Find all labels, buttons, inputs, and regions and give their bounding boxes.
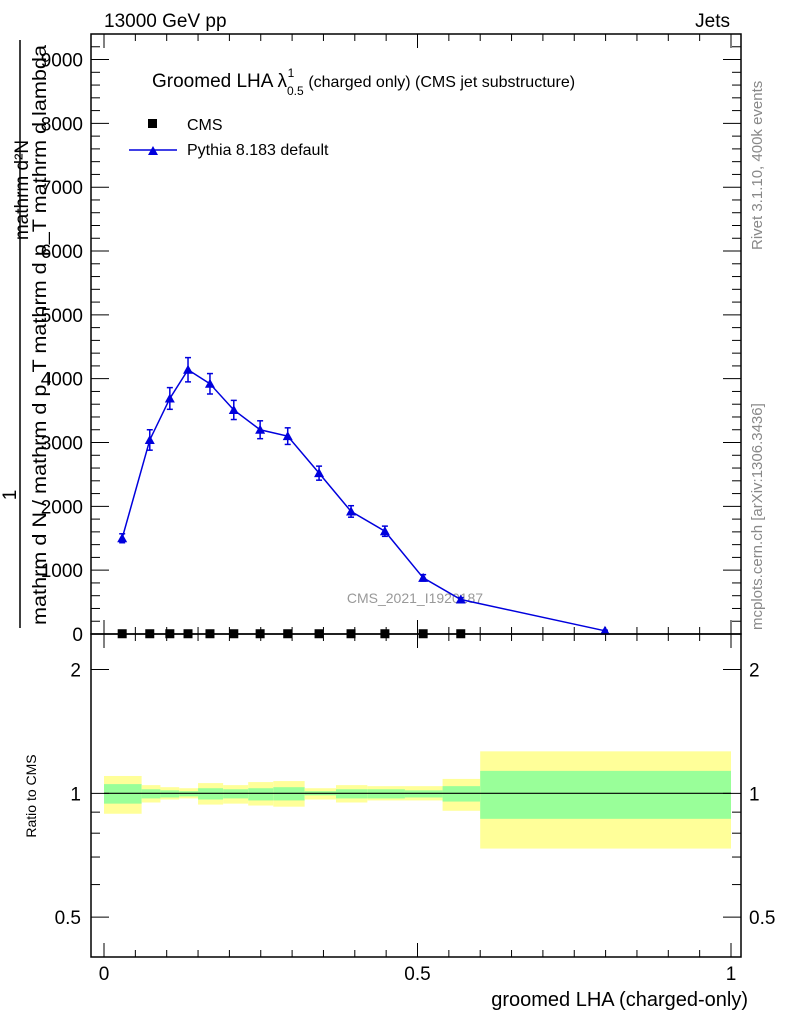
header-left: 13000 GeV pp: [104, 11, 227, 32]
pythia-data-point: [255, 424, 266, 434]
header-right: Jets: [695, 11, 730, 32]
ratio-y-tick-label: 1: [70, 784, 81, 805]
ratio-y-label: Ratio to CMS: [23, 754, 39, 837]
pythia-data-point: [144, 434, 155, 444]
x-tick-label: 0: [99, 964, 110, 985]
ratio-y-tick-label-right: 2: [749, 661, 760, 682]
pythia-data-point: [164, 393, 175, 403]
y-label-denominator: mathrm d N / mathrm d p_T mathrm d p_T m…: [30, 45, 51, 625]
y-tick-label: 6000: [41, 242, 83, 263]
plot-title: Groomed LHA λ0.51(charged only) (CMS jet …: [152, 66, 575, 98]
y-axis-label: 1 mathrm d²N mathrm d N / mathrm d p_T m…: [0, 40, 51, 628]
y-label-numerator: mathrm d²N: [12, 140, 33, 240]
y-tick-label: 7000: [41, 178, 83, 199]
y-tick-label: 4000: [41, 370, 83, 391]
pythia-data-point: [418, 572, 429, 582]
pythia-data-point: [346, 506, 357, 516]
ratio-y-tick-label-right: 1: [749, 784, 760, 805]
y-tick-label: 5000: [41, 306, 83, 327]
y-tick-label: 1000: [41, 561, 83, 582]
y-tick-label: 8000: [41, 114, 83, 135]
rivet-label: Rivet 3.1.10, 400k events: [749, 81, 766, 250]
pythia-line: [121, 368, 606, 632]
pythia-data-point: [599, 625, 610, 635]
analysis-watermark: CMS_2021_I1920187: [347, 590, 483, 606]
y-tick-label: 0: [72, 625, 83, 646]
legend-pythia-label: Pythia 8.183 default: [187, 142, 329, 159]
ratio-plot-frame: [90, 633, 742, 958]
x-tick-label: 0.5: [404, 964, 430, 985]
pythia-data-point: [314, 468, 325, 478]
pythia-data-point: [455, 594, 466, 604]
x-tick-label: 1: [726, 964, 737, 985]
legend-cms-label: CMS: [187, 117, 223, 134]
pythia-data-point: [204, 378, 215, 388]
mcplots-label: mcplots.cern.ch [arXiv:1306.3436]: [749, 403, 766, 630]
ratio-y-tick-label: 2: [70, 661, 81, 682]
y-tick-label: 2000: [41, 497, 83, 518]
pythia-data-point: [183, 364, 194, 374]
y-tick-label: 3000: [41, 434, 83, 455]
ratio-green-band: [480, 770, 731, 819]
pythia-data-point: [228, 404, 239, 414]
legend-pythia-marker: [148, 146, 158, 155]
x-axis-label: groomed LHA (charged-only): [491, 989, 748, 1011]
pythia-data-point: [282, 431, 293, 441]
y-tick-label: 9000: [41, 51, 83, 72]
pythia-data-point: [117, 533, 128, 543]
pythia-data-point: [379, 526, 390, 536]
ratio-y-tick-label: 0.5: [55, 908, 81, 929]
ratio-green-band: [248, 788, 274, 801]
legend-cms-marker: [148, 119, 157, 128]
ratio-y-tick-label-right: 0.5: [749, 908, 775, 929]
y-label-one: 1: [0, 490, 21, 501]
